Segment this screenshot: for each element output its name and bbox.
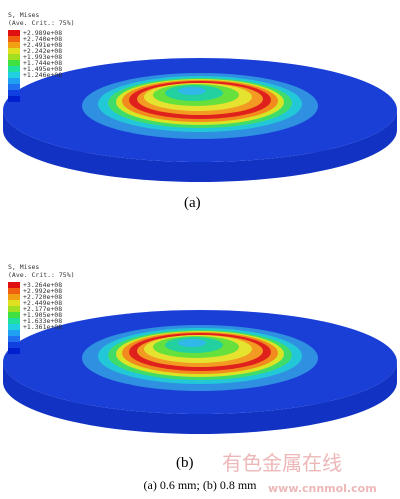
panel-b: S, Mises (Ave. Crit.: 75%) +3.264e+08+2.…: [3, 263, 397, 471]
panel-a: S, Mises (Ave. Crit.: 75%) +2.989e+08+2.…: [3, 11, 397, 211]
legend-value: +1.744e+08: [23, 59, 62, 67]
panel-label: (a): [184, 195, 201, 211]
legend-value: +3.264e+08: [23, 281, 62, 289]
color-bar: [8, 282, 20, 354]
legend-values: +2.989e+08+2.740e+08+2.491e+08+2.242e+08…: [23, 29, 62, 79]
legend-value: +1.495e+08: [23, 65, 62, 73]
caption: (a) 0.6 mm; (b) 0.8 mm: [144, 478, 258, 492]
legend-value: +1.633e+08: [23, 317, 62, 325]
legend-value: +2.740e+08: [23, 35, 62, 43]
legend-value: +1.905e+08: [23, 311, 62, 319]
legend-value: +2.992e+08: [23, 287, 62, 295]
legend-value: +2.491e+08: [23, 41, 62, 49]
watermark: 有色金属在线: [222, 451, 342, 475]
legend-value: +1.246e+08: [23, 71, 62, 79]
panel-label: (b): [176, 455, 194, 471]
legend-value: +2.242e+08: [23, 47, 62, 55]
legend-value: +2.449e+08: [23, 299, 62, 307]
legend-subtitle: (Ave. Crit.: 75%): [8, 271, 75, 279]
legend-subtitle: (Ave. Crit.: 75%): [8, 19, 75, 27]
legend-values: +3.264e+08+2.992e+08+2.720e+08+2.449e+08…: [23, 281, 62, 331]
legend-value: +2.989e+08: [23, 29, 62, 37]
legend-title: S, Mises: [8, 263, 39, 271]
watermark-url: www.cnnmol.com: [268, 482, 377, 495]
legend-value: +2.720e+08: [23, 293, 62, 301]
legend-title: S, Mises: [8, 11, 39, 19]
legend-value: +2.177e+08: [23, 305, 62, 313]
color-bar: [8, 30, 20, 102]
legend-value: +1.361e+08: [23, 323, 62, 331]
legend-value: +1.993e+08: [23, 53, 62, 61]
